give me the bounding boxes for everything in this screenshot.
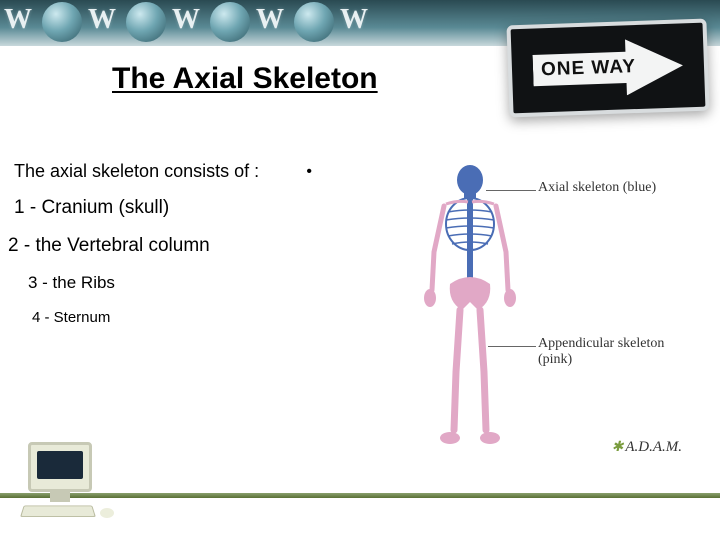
skeleton-icon	[410, 162, 530, 452]
content-block: The axial skeleton consists of : • 1 - C…	[14, 160, 314, 342]
one-way-sign: ONE WAY	[506, 19, 709, 118]
label-axial: Axial skeleton (blue)	[538, 180, 656, 196]
monitor-icon	[28, 442, 92, 492]
w-glyph: W	[172, 4, 198, 36]
globe-icon	[294, 2, 334, 42]
globe-icon	[126, 2, 166, 42]
intro-line: The axial skeleton consists of : •	[14, 160, 314, 183]
one-way-text: ONE WAY	[541, 56, 637, 81]
list-item: 1 - Cranium (skull)	[14, 197, 314, 219]
arrow-icon: ONE WAY	[532, 37, 684, 98]
label-appendicular: Appendicular skeleton (pink)	[538, 336, 688, 368]
list-item: 3 - the Ribs	[28, 273, 314, 293]
w-glyph: W	[340, 4, 366, 36]
w-glyph: W	[4, 4, 30, 36]
list-item: 2 - the Vertebral column	[8, 235, 314, 257]
slide-title: The Axial Skeleton	[112, 62, 378, 96]
intro-text: The axial skeleton consists of :	[14, 161, 259, 181]
keyboard-icon	[20, 506, 96, 517]
w-glyph: W	[256, 4, 282, 36]
globe-icon	[42, 2, 82, 42]
globe-icon	[210, 2, 250, 42]
w-glyph: W	[88, 4, 114, 36]
list-item: 4 - Sternum	[32, 309, 314, 326]
computer-icon	[18, 442, 118, 522]
mouse-icon	[100, 508, 114, 518]
adam-credit: A.D.A.M.	[612, 439, 682, 456]
skeleton-figure: Axial skeleton (blue) Appendicular skele…	[360, 158, 700, 468]
bullet-glyph: •	[306, 162, 312, 182]
